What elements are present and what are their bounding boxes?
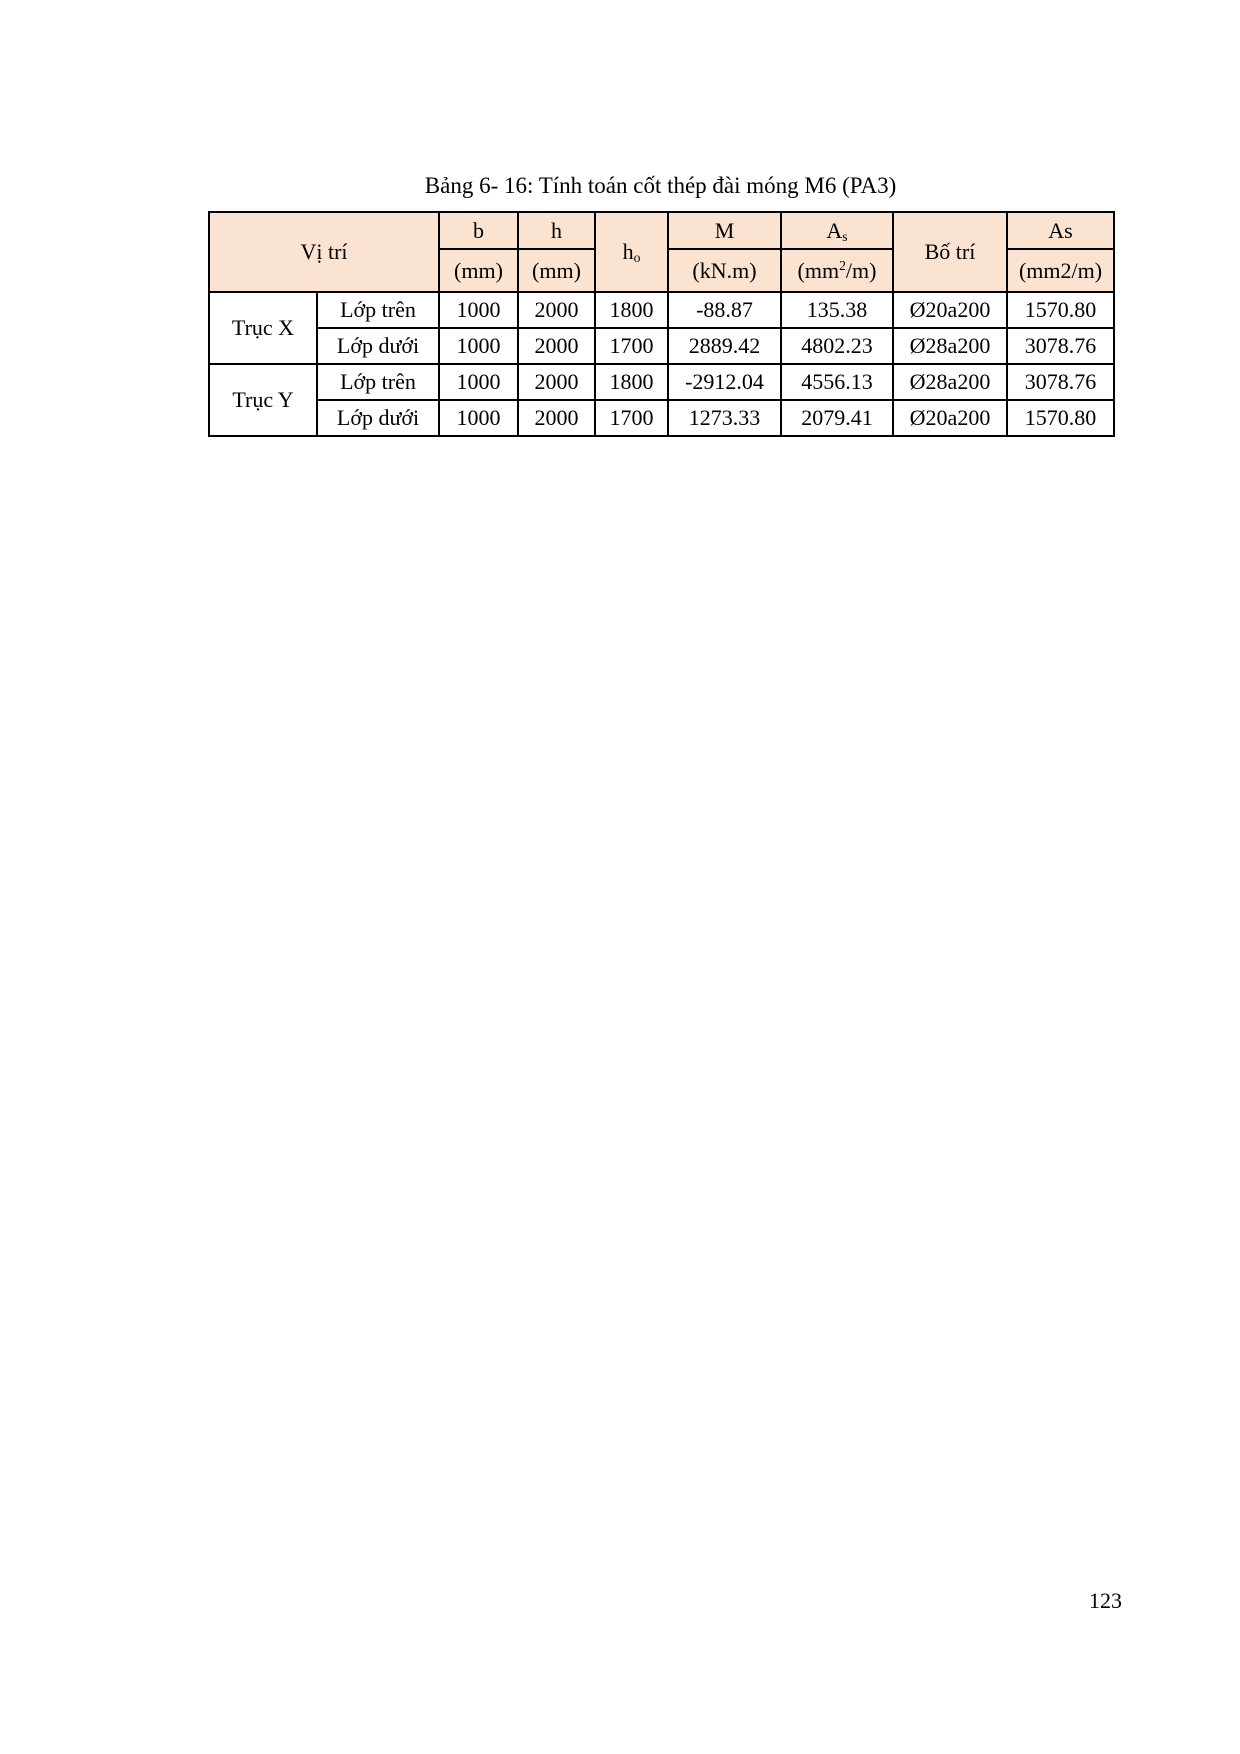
- header-row-units: (mm) (mm) (kN.m) (mm2/m) (mm2/m): [209, 248, 1115, 293]
- cell-as2: 3078.76: [1006, 363, 1115, 401]
- table-row: Lớp dưới 1000 2000 1700 1273.33 2079.41 …: [209, 399, 1115, 437]
- cell-b: 1000: [438, 291, 519, 329]
- cell-h: 2000: [517, 291, 596, 329]
- header-bo-tri: Bố trí: [892, 211, 1008, 293]
- header-ho: ho: [594, 211, 669, 293]
- header-ho-base: h: [622, 239, 634, 264]
- header-as2: As: [1006, 211, 1115, 250]
- header-h: h: [517, 211, 596, 250]
- cell-as: 135.38: [780, 291, 894, 329]
- unit-as-post: /m): [845, 257, 877, 283]
- cell-ho: 1700: [594, 399, 669, 437]
- page-number: 123: [1089, 1588, 1122, 1613]
- cell-ho: 1800: [594, 291, 669, 329]
- cell-layer: Lớp dưới: [316, 399, 440, 437]
- cell-as: 4802.23: [780, 327, 894, 365]
- cell-as: 4556.13: [780, 363, 894, 401]
- cell-h: 2000: [517, 327, 596, 365]
- table-row: Lớp dưới 1000 2000 1700 2889.42 4802.23 …: [209, 327, 1115, 365]
- cell-b: 1000: [438, 399, 519, 437]
- table-row: Trục X Lớp trên 1000 2000 1800 -88.87 13…: [208, 291, 1115, 365]
- group-truc-x: Trục X: [208, 291, 318, 365]
- cell-bo-tri: Ø28a200: [892, 363, 1008, 401]
- cell-layer: Lớp dưới: [316, 327, 440, 365]
- cell-layer: Lớp trên: [316, 291, 440, 329]
- cell-bo-tri: Ø20a200: [892, 291, 1008, 329]
- unit-as2: (mm2/m): [1006, 248, 1115, 293]
- cell-layer: Lớp trên: [316, 363, 440, 401]
- cell-b: 1000: [438, 363, 519, 401]
- header-b: b: [438, 211, 519, 250]
- cell-bo-tri: Ø28a200: [892, 327, 1008, 365]
- cell-as2: 3078.76: [1006, 327, 1115, 365]
- header-vi-tri: Vị trí: [208, 211, 440, 293]
- cell-as: 2079.41: [780, 399, 894, 437]
- cell-m: 2889.42: [667, 327, 782, 365]
- cell-ho: 1800: [594, 363, 669, 401]
- header-as: As: [780, 211, 894, 250]
- header-as-subscript: s: [842, 228, 848, 244]
- cell-m: -2912.04: [667, 363, 782, 401]
- unit-as-superscript: 2: [839, 258, 846, 273]
- unit-as: (mm2/m): [780, 248, 894, 293]
- cell-bo-tri: Ø20a200: [892, 399, 1008, 437]
- group-truc-y: Trục Y: [208, 363, 318, 437]
- cell-m: -88.87: [667, 291, 782, 329]
- header-ho-subscript: o: [633, 250, 641, 266]
- unit-h: (mm): [517, 248, 596, 293]
- cell-ho: 1700: [594, 327, 669, 365]
- unit-b: (mm): [438, 248, 519, 293]
- cell-as2: 1570.80: [1006, 399, 1115, 437]
- rebar-calculation-table: Vị trí b h ho M As Bố trí As (mm) (mm) (…: [208, 211, 1115, 437]
- cell-m: 1273.33: [667, 399, 782, 437]
- cell-h: 2000: [517, 363, 596, 401]
- unit-as-pre: (mm: [797, 257, 840, 283]
- table-row: Trục Y Lớp trên 1000 2000 1800 -2912.04 …: [208, 363, 1115, 437]
- table-caption: Bảng 6- 16: Tính toán cốt thép đài móng …: [424, 173, 897, 198]
- cell-h: 2000: [517, 399, 596, 437]
- header-m: M: [667, 211, 782, 250]
- header-as-base: A: [826, 217, 843, 243]
- cell-as2: 1570.80: [1006, 291, 1115, 329]
- header-row-labels: Vị trí b h ho M As Bố trí As: [208, 211, 1115, 293]
- cell-b: 1000: [438, 327, 519, 365]
- unit-m: (kN.m): [667, 248, 782, 293]
